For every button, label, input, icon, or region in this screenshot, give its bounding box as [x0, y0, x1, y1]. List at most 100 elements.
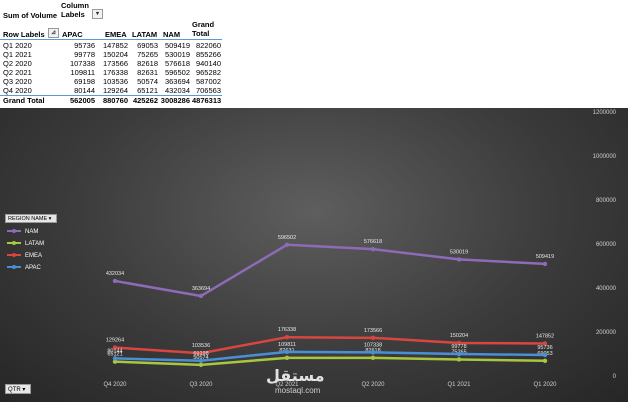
column-labels-dropdown[interactable]: ▾	[92, 9, 103, 19]
data-point-nam	[456, 257, 462, 262]
data-point-latam	[542, 358, 548, 364]
table-row-cell: 530019	[164, 50, 190, 59]
table-row-cell: 432034	[164, 86, 190, 95]
data-label-latam: 65121	[107, 352, 122, 358]
data-label-nam: 530019	[450, 249, 468, 255]
data-point-latam	[112, 359, 118, 364]
y-tick-label: 0	[613, 374, 617, 380]
header-nam: NAM	[163, 30, 181, 39]
table-row-cell: 940140	[195, 59, 221, 68]
table-row-label: Q2 2021	[3, 68, 32, 77]
column-labels: Column Labels	[61, 1, 89, 19]
y-tick-label: 200000	[596, 330, 617, 336]
data-label-nam: 509419	[536, 254, 554, 260]
x-tick-label: Q1 2020	[533, 382, 557, 388]
data-label-apac: 69198	[193, 351, 208, 357]
table-row-label: Q3 2020	[3, 77, 32, 86]
data-label-nam: 363694	[192, 286, 210, 292]
data-point-emea	[112, 345, 118, 350]
table-row-cell: 69053	[137, 41, 158, 50]
grand-total-row-cell: 425262	[132, 96, 158, 105]
table-row-cell: 82631	[137, 68, 158, 77]
table-row-cell: 69198	[74, 77, 95, 86]
grand-total-row-cell: 3008286	[160, 96, 190, 105]
data-label-apac: 95736	[537, 345, 552, 351]
table-row-cell: 82618	[137, 59, 158, 68]
row-labels: Row Labels	[3, 30, 45, 39]
data-point-apac	[542, 352, 548, 358]
table-row-cell: 150204	[102, 50, 128, 59]
header-divider	[0, 39, 222, 40]
series-line-nam	[114, 243, 546, 298]
x-tick-label: Q4 2020	[103, 382, 127, 388]
qtr-filter-button[interactable]: QTR ▾	[5, 384, 31, 394]
table-row-label: Q1 2021	[3, 50, 32, 59]
data-point-apac	[456, 351, 462, 357]
grand-total-row-cell: 562005	[69, 96, 95, 105]
data-label-nam: 596502	[278, 235, 296, 241]
grand-total-row-cell: 880760	[102, 96, 128, 105]
data-label-emea: 147852	[536, 333, 554, 339]
grand-total-row-label: Grand Total	[3, 96, 45, 105]
legend-title: REGION NAME	[8, 216, 48, 222]
table-row-cell: 50574	[137, 77, 158, 86]
table-row-label: Q1 2020	[3, 41, 32, 50]
line-chart: 0 200000 400000 600000 800000 1000000 1200000 Q…	[0, 108, 628, 402]
legend-item-apac: APAC	[7, 264, 41, 272]
table-row-cell: 107338	[69, 59, 95, 68]
data-point-nam	[284, 242, 290, 247]
table-row-cell: 176338	[102, 68, 128, 77]
table-row-cell: 855266	[195, 50, 221, 59]
data-label-emea: 176338	[278, 327, 296, 333]
legend-region-filter-button[interactable]: REGION NAME ▾	[5, 214, 57, 223]
data-point-latam	[284, 355, 290, 361]
header-latam: LATAM	[132, 30, 158, 39]
data-point-emea	[198, 351, 204, 356]
data-point-apac	[284, 349, 290, 355]
table-row-cell: 109811	[70, 68, 95, 77]
data-label-nam: 432034	[106, 271, 124, 277]
series-line-emea	[114, 335, 546, 355]
data-point-apac	[198, 358, 204, 363]
data-label-emea: 173566	[364, 328, 382, 334]
legend-item-latam: LATAM	[7, 240, 44, 248]
total-divider	[0, 95, 222, 96]
qtr-label: QTR	[8, 387, 21, 393]
table-row-cell: 596502	[164, 68, 190, 77]
data-label-apac: 109811	[278, 342, 296, 348]
table-row-cell: 65121	[137, 86, 158, 95]
series-line-latam	[114, 356, 546, 367]
table-row-label: Q4 2020	[3, 86, 32, 95]
table-row-cell: 587002	[195, 77, 221, 86]
x-tick-label: Q3 2020	[189, 382, 213, 388]
pivot-title: Sum of Volume	[3, 11, 58, 20]
grand-total-row-cell: 4876313	[192, 96, 222, 105]
data-point-nam	[198, 293, 204, 299]
row-labels-filter[interactable]: ⊿	[48, 28, 59, 38]
x-tick-label: Q2 2021	[275, 382, 299, 388]
data-point-latam	[370, 355, 376, 361]
y-tick-label: 1200000	[593, 110, 617, 116]
table-row-cell: 103536	[102, 77, 128, 86]
data-label-emea: 129264	[106, 338, 124, 344]
table-row-cell: 509419	[164, 41, 190, 50]
data-point-nam	[370, 246, 376, 252]
table-row-cell: 576618	[164, 59, 190, 68]
nam-line-icon	[7, 229, 21, 234]
header-emea: EMEA	[105, 30, 127, 39]
apac-line-icon	[7, 265, 21, 270]
table-row-cell: 173566	[102, 59, 128, 68]
table-row-cell: 822060	[195, 41, 221, 50]
table-row-cell: 99778	[74, 50, 95, 59]
data-label-emea: 150204	[450, 333, 468, 339]
y-tick-label: 1000000	[593, 154, 617, 160]
data-label-emea: 103536	[192, 343, 210, 349]
watermark-url: mostaql.com	[275, 386, 321, 395]
table-row-cell: 80144	[74, 86, 95, 95]
x-tick-label: Q2 2020	[361, 382, 385, 388]
data-label-latam: 50574	[193, 355, 208, 361]
data-label-apac: 107338	[364, 342, 382, 348]
table-row-cell: 706563	[195, 86, 221, 95]
data-label-nam: 576618	[364, 239, 382, 245]
header-apac: APAC	[62, 30, 83, 39]
